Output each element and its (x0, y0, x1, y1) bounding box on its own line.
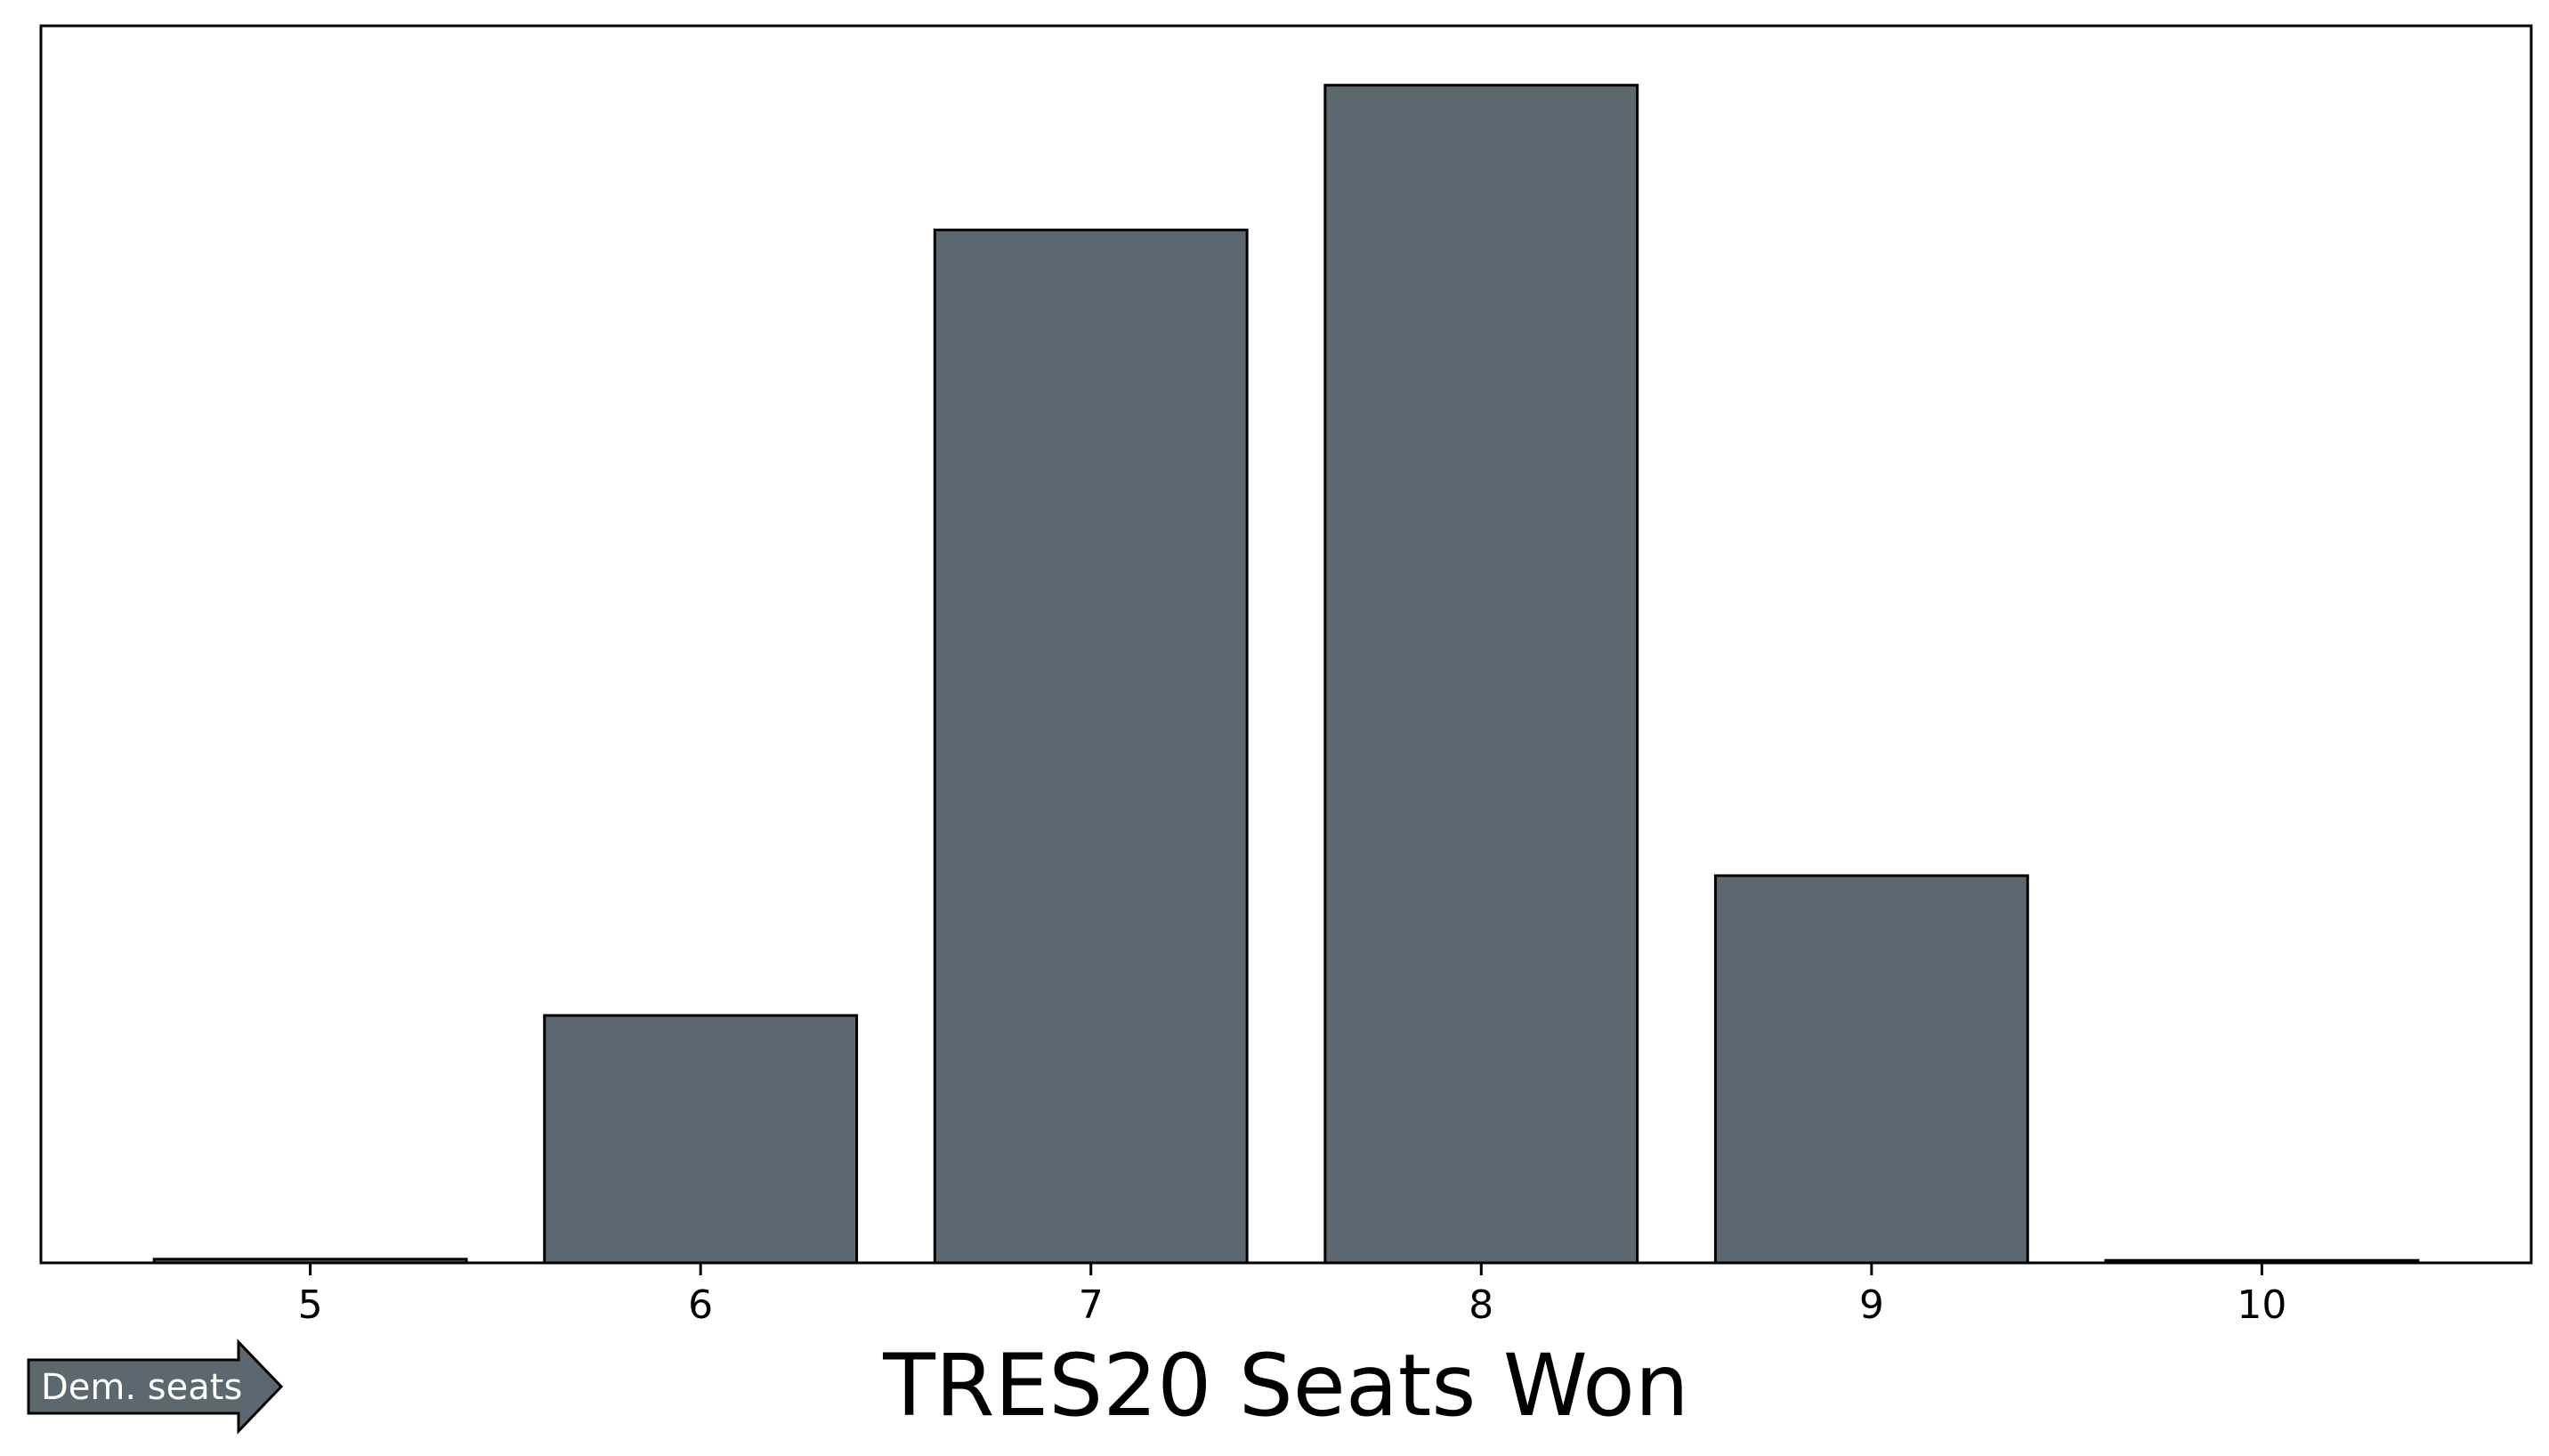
x-axis-label: TRES20 Seats Won (882, 1336, 1688, 1436)
x-tick-label-8: 8 (1469, 1282, 1493, 1328)
bar-10 (2104, 1258, 2420, 1265)
x-tick-label-6: 6 (688, 1282, 713, 1328)
bar-5 (152, 1258, 468, 1265)
arrow-icon (27, 1339, 284, 1435)
dem-seats-arrow: Dem. seats (27, 1339, 284, 1435)
bar-group (152, 84, 2420, 1265)
plot-frame (39, 24, 2533, 1265)
x-ticks: 5 6 7 8 9 10 (298, 1263, 2286, 1328)
bar-8 (1323, 84, 1639, 1265)
x-tick-label-10: 10 (2237, 1282, 2286, 1328)
x-tick-label-5: 5 (298, 1282, 323, 1328)
arrow-label: Dem. seats (41, 1367, 242, 1408)
bar-7 (933, 228, 1249, 1265)
x-tick-label-9: 9 (1859, 1282, 1884, 1328)
x-tick-label-7: 7 (1079, 1282, 1104, 1328)
bar-9 (1713, 874, 2029, 1265)
bar-6 (543, 1014, 859, 1265)
